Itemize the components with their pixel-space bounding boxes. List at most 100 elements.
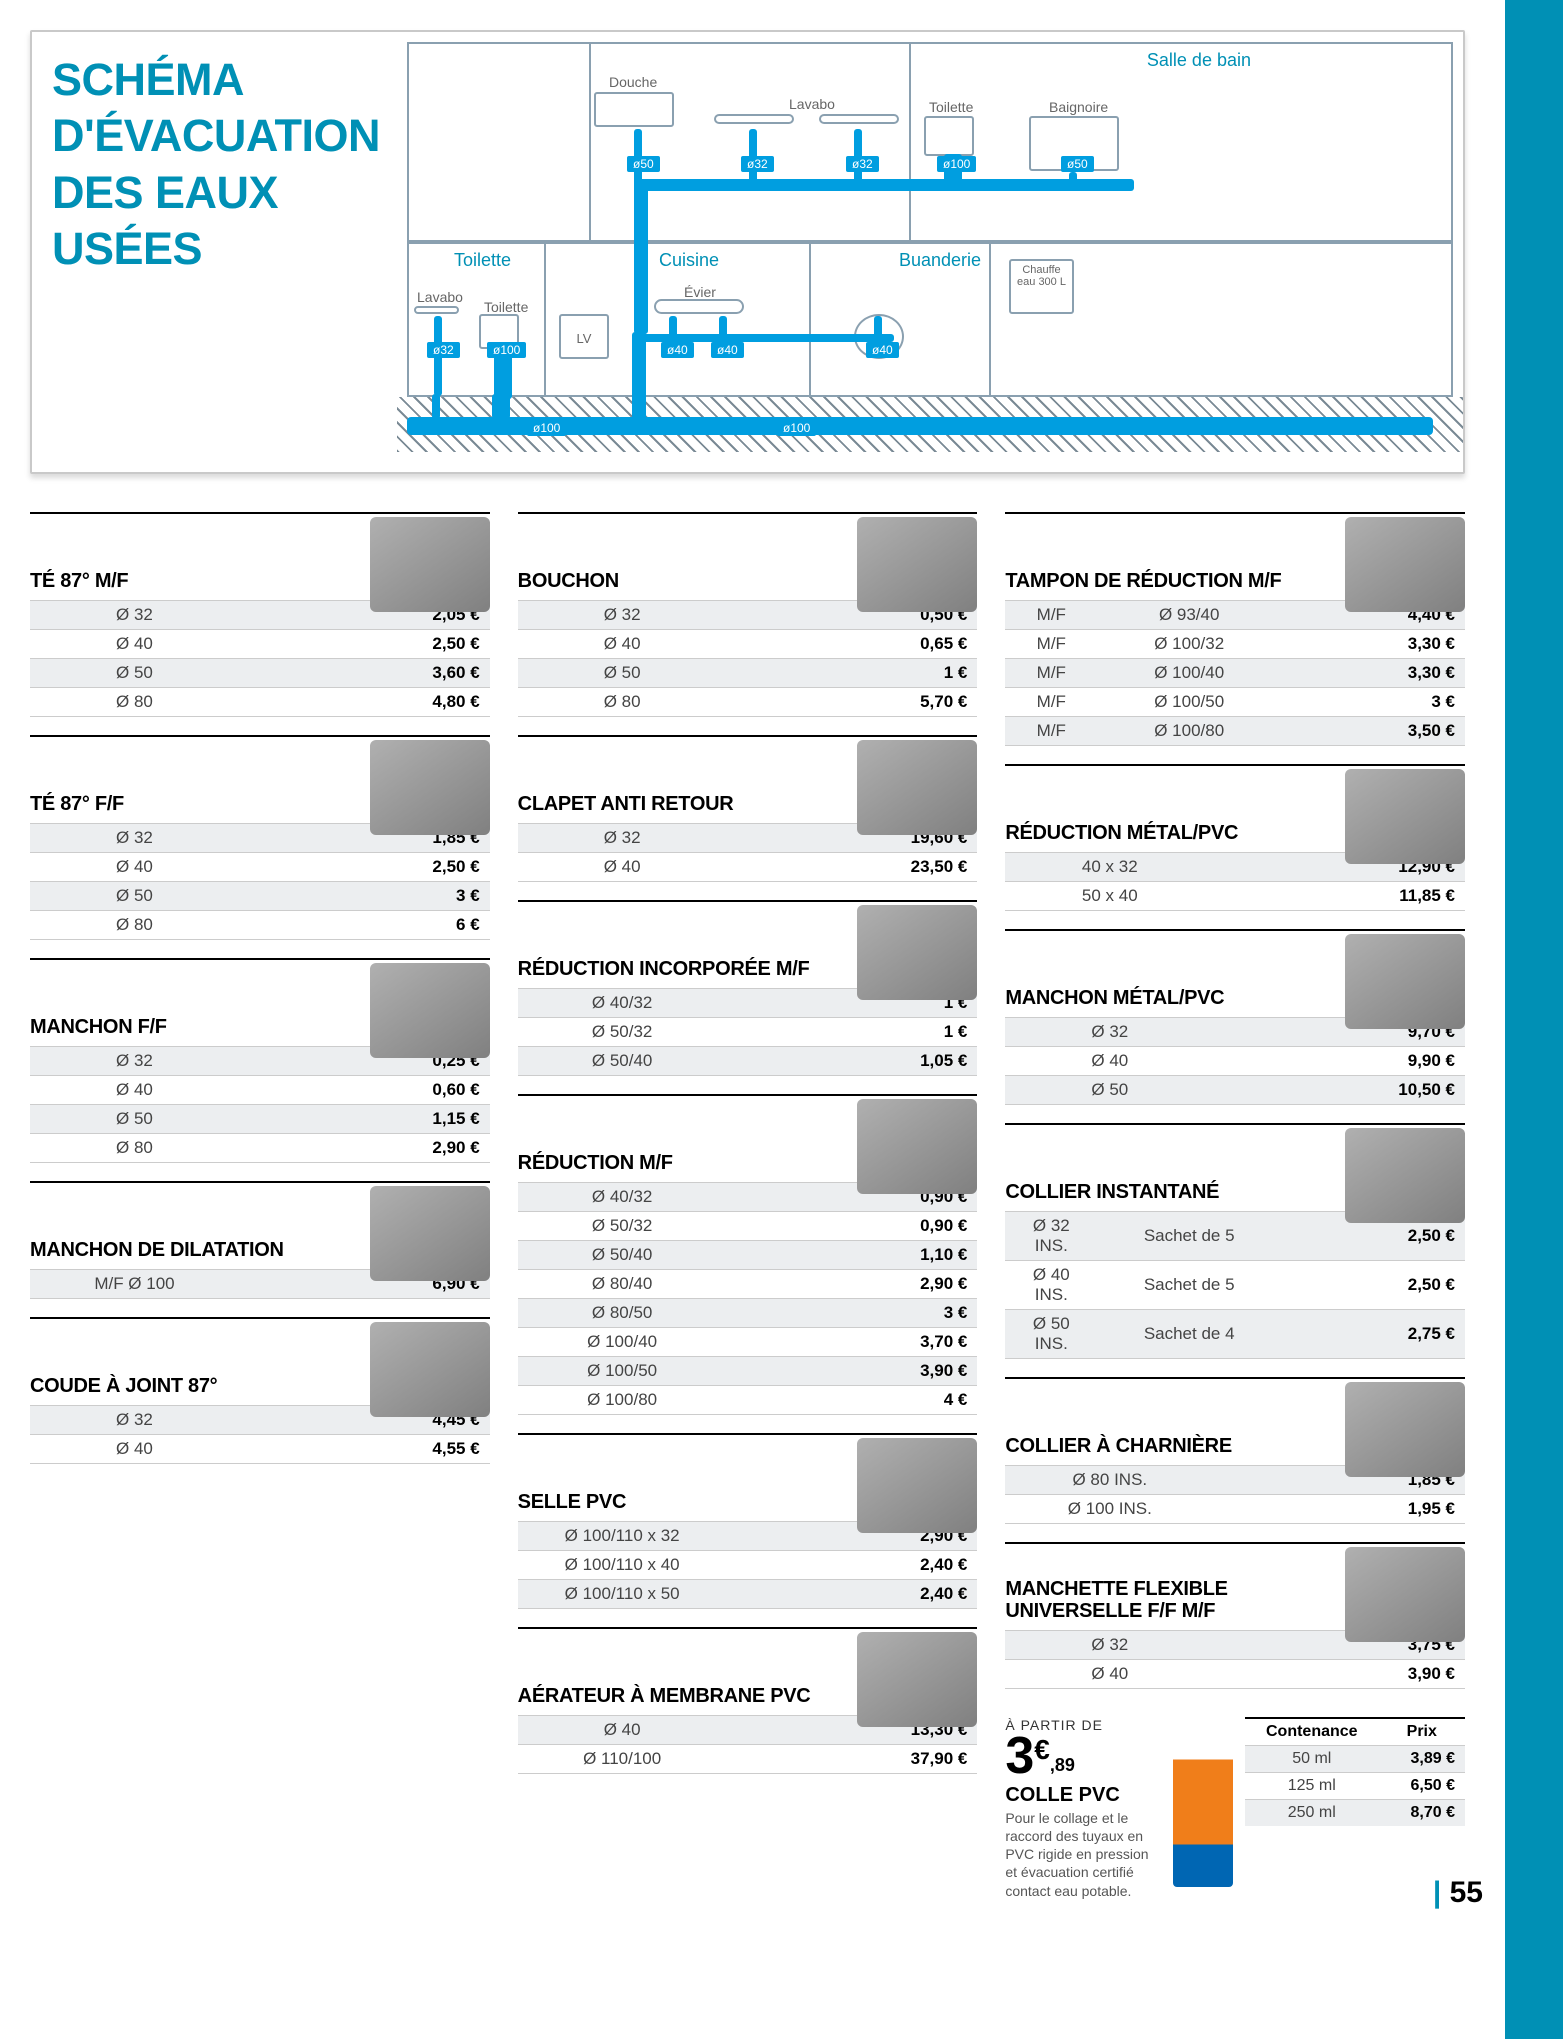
table-row: 250 ml8,70 € <box>1245 1800 1465 1827</box>
label-baignoire: Baignoire <box>1049 99 1108 115</box>
schema-box: SCHÉMA D'ÉVACUATION DES EAUX USÉES Salle… <box>30 30 1465 474</box>
table-row: Ø 100/110 x 402,40 € <box>518 1551 978 1580</box>
column-1: TÉ 87° M/F Ø 322,05 €Ø 402,50 €Ø 503,60 €… <box>30 512 490 1900</box>
column-2: BOUCHON Ø 320,50 €Ø 400,65 €Ø 501 €Ø 805,… <box>518 512 978 1900</box>
table-row: Ø 402,50 € <box>30 630 490 659</box>
product-columns: TÉ 87° M/F Ø 322,05 €Ø 402,50 €Ø 503,60 €… <box>30 512 1465 1900</box>
product-image <box>857 517 977 612</box>
label-douche: Douche <box>609 74 657 90</box>
table-row: Ø 4023,50 € <box>518 853 978 882</box>
colle-title: COLLE PVC <box>1005 1784 1161 1807</box>
product-title: TÉ 87° F/F <box>30 793 124 815</box>
product-title: MANCHETTE FLEXIBLE UNIVERSELLE F/F M/F <box>1005 1578 1345 1622</box>
side-accent-bar <box>1505 0 1563 2039</box>
product-block: MANCHON F/FØ 320,25 €Ø 400,60 €Ø 501,15 … <box>30 958 490 1163</box>
product-title: RÉDUCTION MÉTAL/PVC <box>1005 822 1238 844</box>
room-buanderie: Buanderie <box>899 250 981 271</box>
product-image <box>857 1438 977 1533</box>
product-block: TAMPON DE RÉDUCTION M/FM/FØ 93/404,40 €M… <box>1005 512 1465 746</box>
appliance-lv: LV <box>559 314 609 359</box>
product-price-table: Ø 40/321 €Ø 50/321 €Ø 50/401,05 € <box>518 988 978 1076</box>
product-title: AÉRATEUR À MEMBRANE PVC <box>518 1685 811 1707</box>
table-row: Ø 110/10037,90 € <box>518 1745 978 1774</box>
table-row: Ø 806 € <box>30 911 490 940</box>
table-row: M/FØ 100/803,50 € <box>1005 717 1465 746</box>
product-price-table: Ø 329,70 €Ø 409,90 €Ø 5010,50 € <box>1005 1017 1465 1105</box>
table-row: Ø 100 INS.1,95 € <box>1005 1495 1465 1524</box>
product-title: COLLIER INSTANTANÉ <box>1005 1181 1219 1203</box>
room-toilette: Toilette <box>454 250 511 271</box>
product-title: COLLIER À CHARNIÈRE <box>1005 1435 1232 1457</box>
product-title: COUDE À JOINT 87° <box>30 1375 217 1397</box>
table-row: Ø 503,60 € <box>30 659 490 688</box>
table-row: Ø 100/804 € <box>518 1386 978 1415</box>
table-row: 125 ml6,50 € <box>1245 1773 1465 1800</box>
product-block: TÉ 87° F/F Ø 321,85 €Ø 402,50 €Ø 503 €Ø 8… <box>30 735 490 940</box>
product-block: COLLIER À CHARNIÈREØ 80 INS.1,85 €Ø 100 … <box>1005 1377 1465 1524</box>
table-row: Ø 80/402,90 € <box>518 1270 978 1299</box>
table-row: Ø 805,70 € <box>518 688 978 717</box>
column-3: TAMPON DE RÉDUCTION M/FM/FØ 93/404,40 €M… <box>1005 512 1465 1900</box>
product-block: TÉ 87° M/F Ø 322,05 €Ø 402,50 €Ø 503,60 €… <box>30 512 490 717</box>
product-block: RÉDUCTION MÉTAL/PVC40 x 3212,90 €50 x 40… <box>1005 764 1465 911</box>
colle-description: Pour le collage et le raccord des tuyaux… <box>1005 1809 1161 1900</box>
table-row: M/FØ 100/403,30 € <box>1005 659 1465 688</box>
table-row: Ø 802,90 € <box>30 1134 490 1163</box>
product-price-table: Ø 322,05 €Ø 402,50 €Ø 503,60 €Ø 804,80 € <box>30 600 490 717</box>
table-row: 50 ml3,89 € <box>1245 1746 1465 1773</box>
table-row: Ø 100/403,70 € <box>518 1328 978 1357</box>
table-row: Ø 501 € <box>518 659 978 688</box>
floor-lower: Toilette Cuisine Buanderie Lavabo Toilet… <box>407 242 1453 397</box>
product-price-table: Ø 100/110 x 322,90 €Ø 100/110 x 402,40 €… <box>518 1521 978 1609</box>
table-row: Ø 400,60 € <box>30 1076 490 1105</box>
table-row: Ø 409,90 € <box>1005 1047 1465 1076</box>
product-image <box>370 517 490 612</box>
room-cuisine: Cuisine <box>659 250 719 271</box>
schema-title: SCHÉMA D'ÉVACUATION DES EAUX USÉES <box>42 42 397 462</box>
product-title: CLAPET ANTI RETOUR <box>518 793 734 815</box>
product-title: RÉDUCTION M/F <box>518 1152 673 1174</box>
chauffe-eau: Chauffe eau 300 L <box>1009 259 1074 314</box>
label-toilette-top: Toilette <box>929 99 973 115</box>
product-price-table: Ø 321,85 €Ø 402,50 €Ø 503 €Ø 806 € <box>30 823 490 940</box>
product-price-table: Ø 32 INS.Sachet de 52,50 €Ø 40 INS.Sache… <box>1005 1211 1465 1359</box>
plumbing-diagram: Salle de bain Douche Lavabo Toilette Bai… <box>407 42 1453 462</box>
featured-price: 3€,89 <box>1005 1733 1161 1780</box>
room-salle-de-bain: Salle de bain <box>1147 50 1251 71</box>
product-price-table: Ø 320,50 €Ø 400,65 €Ø 501 €Ø 805,70 € <box>518 600 978 717</box>
product-image <box>370 1322 490 1417</box>
product-title: BOUCHON <box>518 570 619 592</box>
table-row: Ø 50/401,05 € <box>518 1047 978 1076</box>
product-image <box>1345 769 1465 864</box>
catalogue-page: SCHÉMA D'ÉVACUATION DES EAUX USÉES Salle… <box>0 0 1505 1930</box>
table-row: M/FØ 100/503 € <box>1005 688 1465 717</box>
colle-product-image <box>1173 1717 1233 1887</box>
product-block: CLAPET ANTI RETOURØ 3219,60 €Ø 4023,50 € <box>518 735 978 882</box>
product-title: RÉDUCTION INCORPORÉE M/F <box>518 958 810 980</box>
table-row: Ø 503 € <box>30 882 490 911</box>
product-title: SELLE PVC <box>518 1491 626 1513</box>
product-image <box>857 905 977 1000</box>
floor-upper: Salle de bain Douche Lavabo Toilette Bai… <box>407 42 1453 242</box>
table-row: Ø 50/401,10 € <box>518 1241 978 1270</box>
product-price-table: Ø 40/320,90 €Ø 50/320,90 €Ø 50/401,10 €Ø… <box>518 1182 978 1415</box>
product-price-table: Ø 320,25 €Ø 400,60 €Ø 501,15 €Ø 802,90 € <box>30 1046 490 1163</box>
table-row: Ø 100/110 x 502,40 € <box>518 1580 978 1609</box>
product-block: SELLE PVC Ø 100/110 x 322,90 €Ø 100/110 x… <box>518 1433 978 1609</box>
product-price-table: M/FØ 93/404,40 €M/FØ 100/323,30 €M/FØ 10… <box>1005 600 1465 746</box>
product-block: MANCHETTE FLEXIBLE UNIVERSELLE F/F M/FØ … <box>1005 1542 1465 1689</box>
product-block: MANCHON DE DILATATIONM/F Ø 1006,90 € <box>30 1181 490 1299</box>
page-number: | 55 <box>1433 1876 1483 1910</box>
table-row: Ø 501,15 € <box>30 1105 490 1134</box>
table-row: Ø 400,65 € <box>518 630 978 659</box>
product-title: TÉ 87° M/F <box>30 570 128 592</box>
product-block: RÉDUCTION M/F Ø 40/320,90 €Ø 50/320,90 €Ø… <box>518 1094 978 1415</box>
product-block: COUDE À JOINT 87°Ø 324,45 €Ø 404,55 € <box>30 1317 490 1464</box>
colle-price-table: ContenancePrix50 ml3,89 €125 ml6,50 €250… <box>1245 1717 1465 1826</box>
table-row: Ø 50 INS.Sachet de 42,75 € <box>1005 1310 1465 1359</box>
table-row: Ø 404,55 € <box>30 1435 490 1464</box>
table-row: 50 x 4011,85 € <box>1005 882 1465 911</box>
table-row: Ø 50/320,90 € <box>518 1212 978 1241</box>
table-row: Ø 5010,50 € <box>1005 1076 1465 1105</box>
product-image <box>370 1186 490 1281</box>
